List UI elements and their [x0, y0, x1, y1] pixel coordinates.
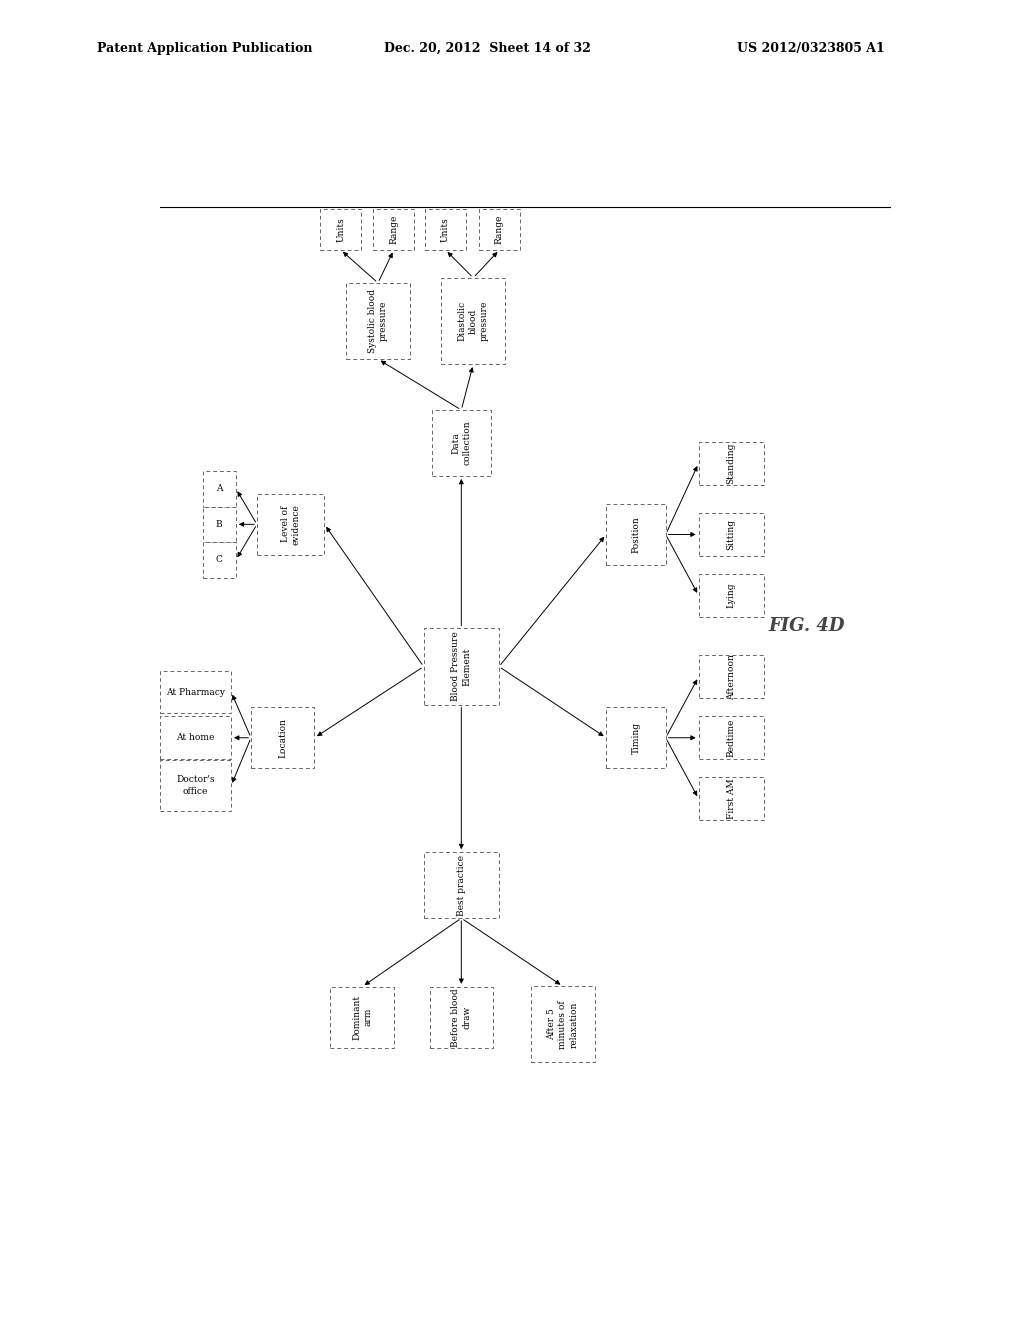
Text: Units: Units — [336, 218, 345, 242]
Text: At Pharmacy: At Pharmacy — [166, 688, 225, 697]
Text: FIG. 4D: FIG. 4D — [768, 616, 845, 635]
FancyBboxPatch shape — [431, 411, 492, 477]
FancyBboxPatch shape — [441, 277, 505, 364]
FancyBboxPatch shape — [160, 717, 231, 759]
FancyBboxPatch shape — [424, 628, 499, 705]
Text: A: A — [216, 484, 222, 494]
Text: Range: Range — [389, 215, 398, 244]
Text: Systolic blood
pressure: Systolic blood pressure — [368, 289, 388, 352]
FancyBboxPatch shape — [331, 987, 394, 1048]
FancyBboxPatch shape — [606, 708, 666, 768]
FancyBboxPatch shape — [321, 209, 361, 249]
Text: B: B — [216, 520, 222, 529]
FancyBboxPatch shape — [698, 717, 764, 759]
FancyBboxPatch shape — [698, 574, 764, 616]
Text: Range: Range — [495, 215, 504, 244]
Text: C: C — [216, 556, 222, 565]
FancyBboxPatch shape — [251, 708, 314, 768]
FancyBboxPatch shape — [479, 209, 520, 249]
Text: Patent Application Publication: Patent Application Publication — [97, 42, 312, 55]
Text: US 2012/0323805 A1: US 2012/0323805 A1 — [737, 42, 885, 55]
FancyBboxPatch shape — [430, 987, 494, 1048]
FancyBboxPatch shape — [698, 656, 764, 698]
FancyBboxPatch shape — [203, 543, 236, 578]
Text: Lying: Lying — [727, 582, 735, 609]
Text: Bedtime: Bedtime — [727, 718, 735, 756]
Text: Timing: Timing — [632, 722, 640, 754]
Text: Before blood
draw: Before blood draw — [452, 987, 471, 1047]
Text: Sitting: Sitting — [727, 519, 735, 550]
Text: Dominant
arm: Dominant arm — [352, 995, 372, 1040]
FancyBboxPatch shape — [257, 494, 325, 554]
FancyBboxPatch shape — [698, 777, 764, 820]
Text: Units: Units — [441, 218, 450, 242]
Text: After 5
minutes of
relaxation: After 5 minutes of relaxation — [547, 1001, 579, 1048]
Text: Position: Position — [632, 516, 640, 553]
Text: Level of
evidence: Level of evidence — [281, 504, 301, 545]
Text: At home: At home — [176, 733, 215, 742]
Text: Best practice: Best practice — [457, 854, 466, 916]
Text: Standing: Standing — [727, 442, 735, 484]
FancyBboxPatch shape — [160, 760, 231, 810]
FancyBboxPatch shape — [698, 513, 764, 556]
Text: Data
collection: Data collection — [452, 421, 471, 466]
FancyBboxPatch shape — [531, 986, 595, 1063]
Text: Dec. 20, 2012  Sheet 14 of 32: Dec. 20, 2012 Sheet 14 of 32 — [384, 42, 591, 55]
Text: Afternoon: Afternoon — [727, 653, 735, 700]
FancyBboxPatch shape — [203, 507, 236, 543]
FancyBboxPatch shape — [160, 671, 231, 713]
Text: Diastolic
blood
pressure: Diastolic blood pressure — [458, 301, 488, 341]
FancyBboxPatch shape — [203, 471, 236, 507]
Text: Location: Location — [279, 718, 288, 758]
FancyBboxPatch shape — [425, 209, 466, 249]
Text: Blood Pressure
Element: Blood Pressure Element — [452, 632, 471, 701]
FancyBboxPatch shape — [698, 442, 764, 484]
Text: First AM: First AM — [727, 779, 735, 818]
FancyBboxPatch shape — [606, 504, 666, 565]
FancyBboxPatch shape — [373, 209, 415, 249]
FancyBboxPatch shape — [424, 853, 499, 919]
Text: Doctor's
office: Doctor's office — [176, 775, 215, 796]
FancyBboxPatch shape — [346, 282, 410, 359]
